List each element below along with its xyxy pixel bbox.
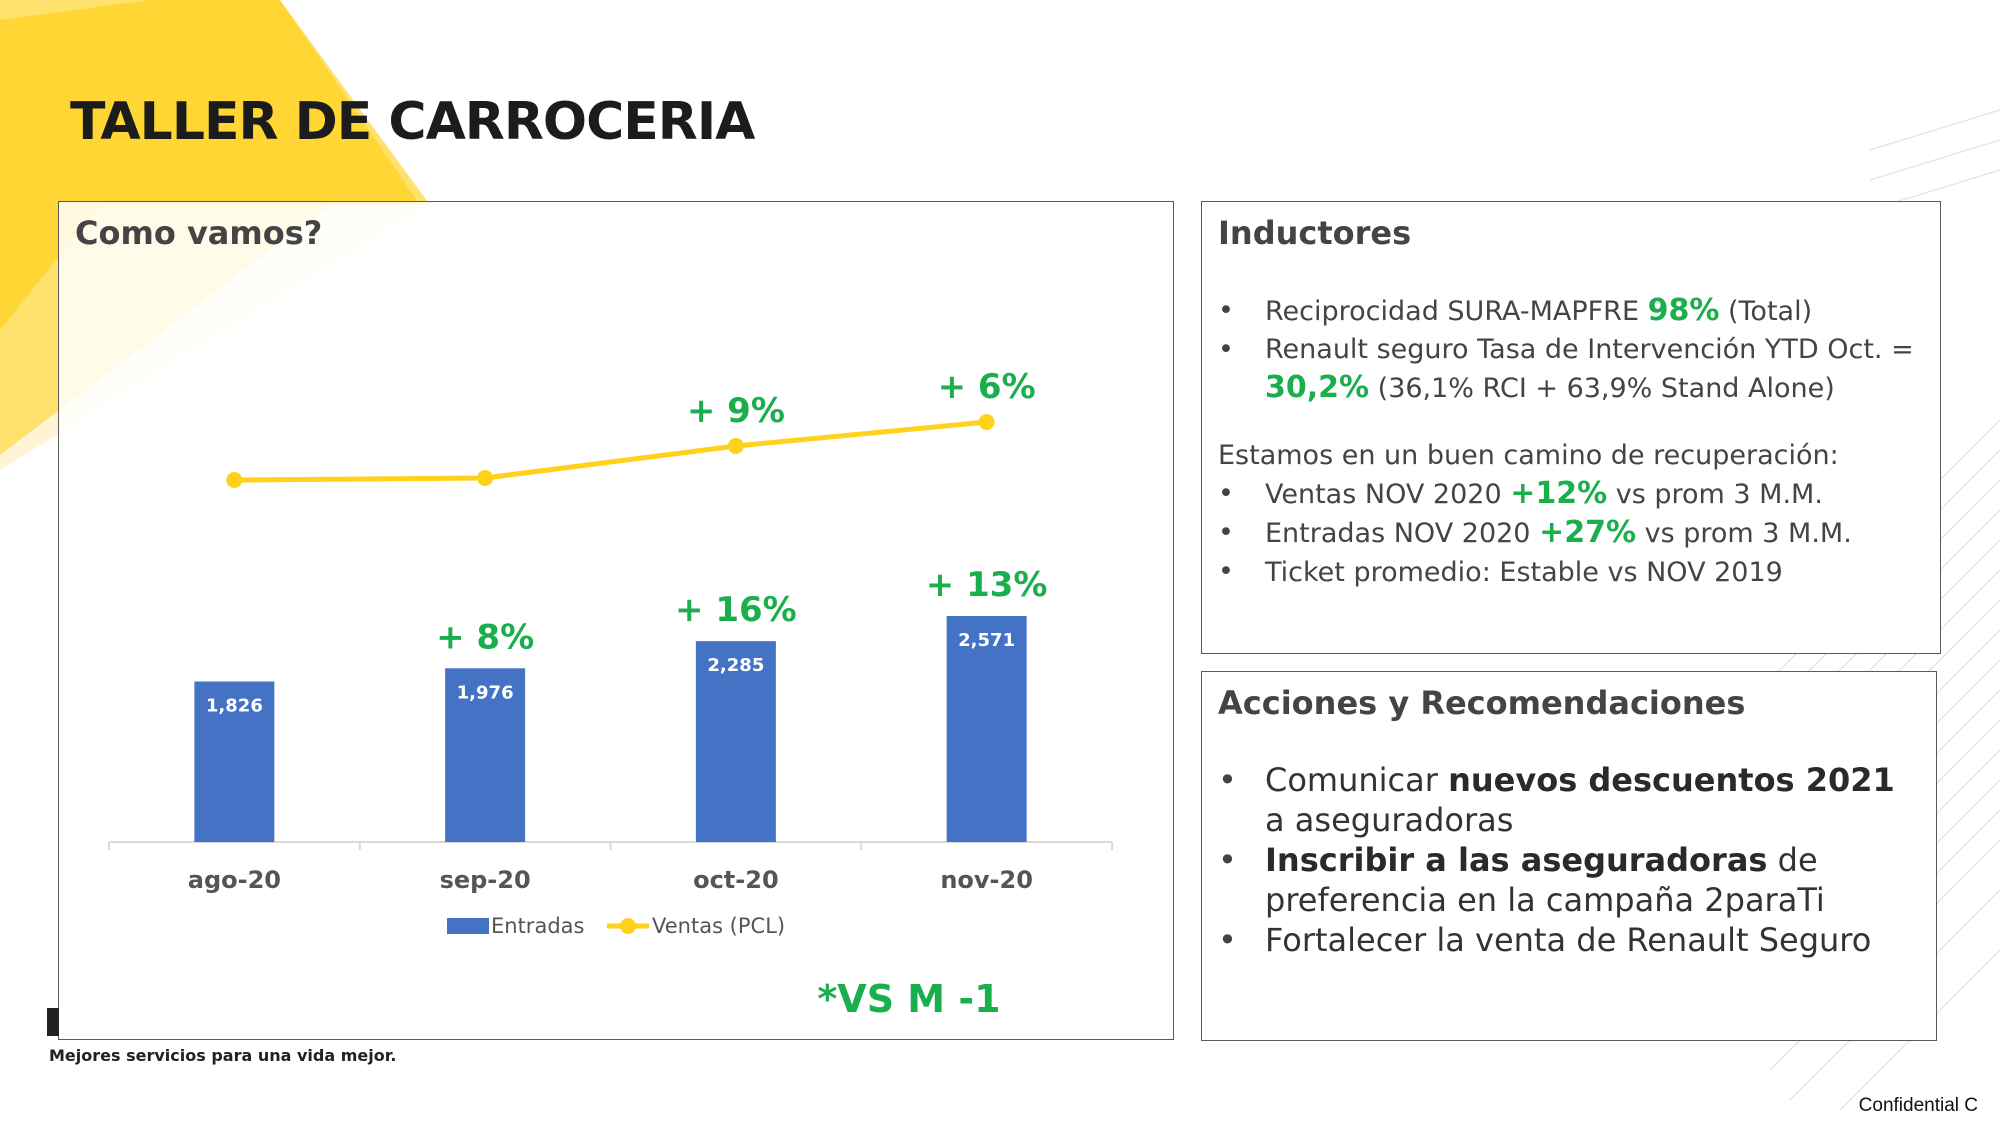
chart-panel-heading: Como vamos? bbox=[75, 214, 323, 252]
legend-marker-ventas bbox=[620, 918, 636, 934]
acciones-panel: Acciones y Recomendaciones Comunicar nue… bbox=[1201, 671, 1937, 1041]
x-tick-label: ago-20 bbox=[188, 866, 281, 894]
bar-value-label: 2,571 bbox=[958, 630, 1015, 651]
list-item: Comunicar nuevos descuentos 2021 a asegu… bbox=[1218, 760, 1918, 840]
inductores-list: Reciprocidad SURA-MAPFRE 98% (Total) Ren… bbox=[1218, 292, 1918, 408]
chart-panel: Como vamos? 1,826 1,976 + 8% 2,285 + 16% 2,57… bbox=[58, 201, 1174, 1040]
list-item: Reciprocidad SURA-MAPFRE 98% (Total) bbox=[1218, 292, 1918, 331]
legend-label-entradas: Entradas bbox=[491, 914, 584, 938]
legend-swatch-entradas bbox=[447, 918, 489, 934]
list-item: Inscribir a las aseguradoras de preferen… bbox=[1218, 840, 1918, 920]
tagline: Mejores servicios para una vida mejor. bbox=[49, 1046, 397, 1065]
list-item: Ventas NOV 2020 +12% vs prom 3 M.M. bbox=[1218, 475, 1918, 514]
bar-change-label: + 8% bbox=[436, 617, 534, 657]
bar-entradas bbox=[695, 641, 776, 842]
bar-value-label: 1,826 bbox=[206, 695, 263, 716]
inductores-panel: Inductores Reciprocidad SURA-MAPFRE 98% … bbox=[1201, 201, 1941, 654]
x-tick-label: nov-20 bbox=[940, 866, 1033, 894]
list-item: Fortalecer la venta de Renault Seguro bbox=[1218, 920, 1918, 960]
inductores-heading: Inductores bbox=[1218, 214, 1412, 252]
x-tick-label: sep-20 bbox=[440, 866, 531, 894]
acciones-heading: Acciones y Recomendaciones bbox=[1218, 684, 1746, 722]
line-change-label: + 9% bbox=[687, 391, 785, 431]
line-point-ventas bbox=[226, 472, 243, 488]
list-item: Ticket promedio: Estable vs NOV 2019 bbox=[1218, 553, 1918, 592]
list-item: Renault seguro Tasa de Intervención YTD … bbox=[1218, 331, 1918, 408]
bar-entradas bbox=[194, 681, 275, 842]
recuperacion-list: Ventas NOV 2020 +12% vs prom 3 M.M. Entr… bbox=[1218, 475, 1918, 592]
line-point-ventas bbox=[477, 470, 494, 486]
logo-fragment bbox=[47, 1008, 59, 1036]
confidential-label: Confidential C bbox=[1858, 1095, 1978, 1116]
bar-change-label: + 13% bbox=[926, 565, 1048, 605]
line-ventas bbox=[234, 419, 987, 483]
x-tick-label: oct-20 bbox=[693, 866, 779, 894]
acciones-list: Comunicar nuevos descuentos 2021 a asegu… bbox=[1218, 760, 1918, 960]
bar-value-label: 1,976 bbox=[457, 682, 514, 703]
legend-label-ventas: Ventas (PCL) bbox=[652, 914, 785, 938]
line-point-ventas bbox=[978, 414, 995, 430]
combo-chart: 1,826 1,976 + 8% 2,285 + 16% 2,571 + 13% + 9% + … bbox=[108, 367, 1113, 1021]
page-title: TALLER DE CARROCERIA bbox=[70, 92, 755, 152]
line-point-ventas bbox=[727, 438, 744, 454]
inductores-subheading: Estamos en un buen camino de recuperació… bbox=[1218, 440, 1839, 471]
bar-entradas bbox=[445, 668, 526, 842]
chart-footnote: *VS M -1 bbox=[817, 977, 1000, 1021]
line-change-label: + 6% bbox=[938, 367, 1036, 407]
bar-change-label: + 16% bbox=[675, 590, 797, 630]
list-item: Entradas NOV 2020 +27% vs prom 3 M.M. bbox=[1218, 514, 1918, 553]
bar-value-label: 2,285 bbox=[707, 655, 764, 676]
bar-entradas bbox=[946, 616, 1027, 842]
